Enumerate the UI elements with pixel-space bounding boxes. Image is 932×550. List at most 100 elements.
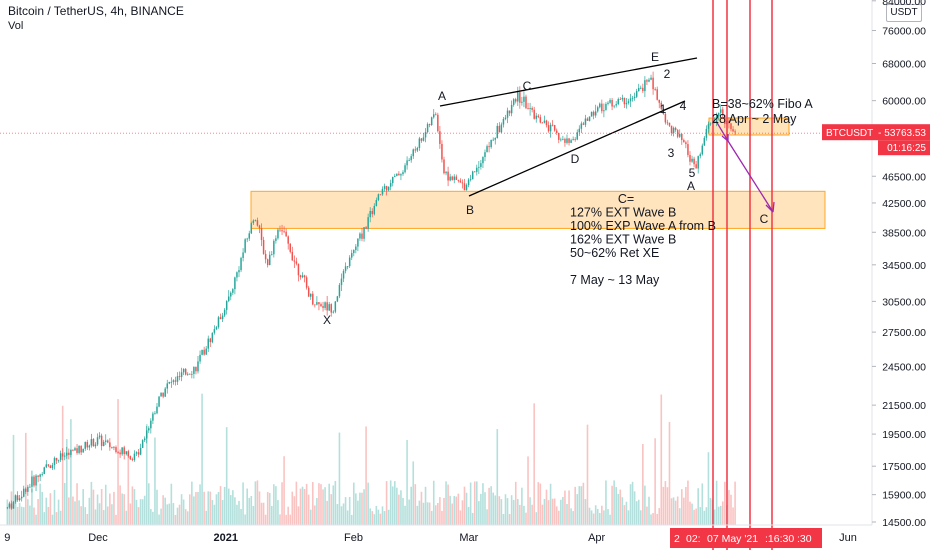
- candle-body: [353, 250, 355, 254]
- candle-body: [430, 117, 433, 126]
- volume-bar: [566, 503, 568, 525]
- volume-bar: [211, 499, 214, 525]
- volume-bar: [502, 513, 505, 525]
- candle-body: [480, 163, 482, 167]
- candles: [6, 71, 736, 510]
- volume-bar: [31, 488, 33, 525]
- candle-body: [646, 80, 648, 82]
- candle-body: [387, 186, 390, 191]
- volume-bar: [639, 510, 642, 525]
- volume-bar: [699, 507, 702, 525]
- candle-body: [693, 158, 695, 165]
- candle-body: [219, 317, 222, 320]
- candle-body: [367, 217, 369, 229]
- volume-bar: [379, 513, 382, 525]
- candle-body: [541, 122, 544, 124]
- volume-bar: [109, 493, 111, 525]
- candle-body: [637, 87, 640, 92]
- volume-bar: [664, 481, 667, 525]
- volume-bar: [443, 497, 445, 525]
- volume-bar: [248, 497, 251, 525]
- candle-body: [158, 396, 160, 407]
- candle-body: [490, 139, 492, 148]
- volume-bar: [676, 496, 679, 525]
- price-axis[interactable]: 84000.00 76000.00 68000.00 60000.00 46500.00…: [822, 0, 930, 529]
- volume-bar: [277, 500, 279, 525]
- candle-body: [320, 304, 322, 307]
- candle-body: [705, 128, 708, 138]
- candle-body: [469, 179, 472, 181]
- volume-bar: [188, 494, 191, 525]
- volume-bar: [662, 486, 665, 525]
- candle-body: [35, 475, 37, 486]
- volume-bar: [451, 503, 453, 525]
- candle-body: [266, 259, 269, 266]
- volume-bar: [137, 507, 140, 525]
- candle-body: [100, 435, 103, 446]
- candle-body: [104, 440, 107, 442]
- candle-body: [459, 180, 462, 183]
- volume-bar: [475, 481, 478, 525]
- time-axis[interactable]: 9 Dec 2021 Feb Mar Apr Jun 2 02: 07 May '21:16:30…: [0, 524, 872, 548]
- candle-body: [660, 102, 663, 109]
- time-tick-label: Feb: [344, 532, 363, 544]
- candle-body: [160, 392, 162, 397]
- volume-bar: [289, 514, 292, 525]
- candle-body: [394, 175, 396, 177]
- candle-body: [281, 230, 283, 232]
- price-tick-label: 76000.00: [882, 25, 926, 37]
- candle-body: [724, 115, 726, 125]
- volume-bar: [607, 509, 609, 525]
- volume-bar: [78, 500, 80, 525]
- candle-body: [652, 77, 654, 90]
- volume-bar: [660, 394, 663, 525]
- candle-body: [123, 447, 125, 455]
- volume-bar: [498, 496, 501, 525]
- candle-body: [523, 96, 525, 102]
- candle-body: [519, 92, 521, 103]
- currency-unit-badge[interactable]: USDT: [886, 4, 922, 22]
- candle-body: [43, 467, 45, 475]
- volume-bar: [180, 494, 183, 525]
- volume-bar: [100, 488, 103, 525]
- volume-bar: [420, 491, 423, 525]
- candle-body: [603, 110, 605, 112]
- candle-body: [543, 120, 546, 123]
- volume-bar: [186, 511, 189, 525]
- candle-body: [170, 381, 173, 383]
- candle-body: [322, 306, 324, 308]
- candle-body: [309, 293, 312, 297]
- volume-bar: [603, 510, 605, 525]
- candle-body: [500, 124, 503, 133]
- candle-body: [254, 220, 257, 222]
- candle-body: [18, 498, 21, 501]
- volume-bar: [447, 484, 449, 525]
- wave-label-e: E: [651, 50, 659, 64]
- candle-body: [152, 413, 154, 421]
- candle-body: [492, 139, 494, 141]
- candle-body: [10, 503, 13, 509]
- volume-bar: [264, 514, 267, 525]
- time-cursor-label: :16:30: [765, 533, 794, 545]
- volume-bar: [430, 510, 433, 525]
- candle-body: [107, 440, 109, 443]
- candle-body: [365, 227, 367, 229]
- volume-bar: [525, 512, 527, 525]
- candle-body: [330, 304, 332, 313]
- volume-bar: [350, 514, 353, 525]
- candle-body: [715, 115, 718, 123]
- candle-body: [527, 108, 529, 109]
- volume-bar: [115, 514, 117, 525]
- volume-bar: [219, 486, 222, 525]
- volume-bar: [471, 512, 474, 525]
- candle-body: [611, 99, 613, 107]
- volume-bar: [49, 493, 52, 525]
- volume-bar: [326, 500, 328, 525]
- volume-bar: [654, 438, 656, 525]
- candle-body: [90, 439, 93, 446]
- volume-bar: [402, 497, 404, 525]
- volume-bar: [41, 491, 43, 525]
- volume-bar: [629, 484, 632, 525]
- volume-bar: [279, 514, 281, 525]
